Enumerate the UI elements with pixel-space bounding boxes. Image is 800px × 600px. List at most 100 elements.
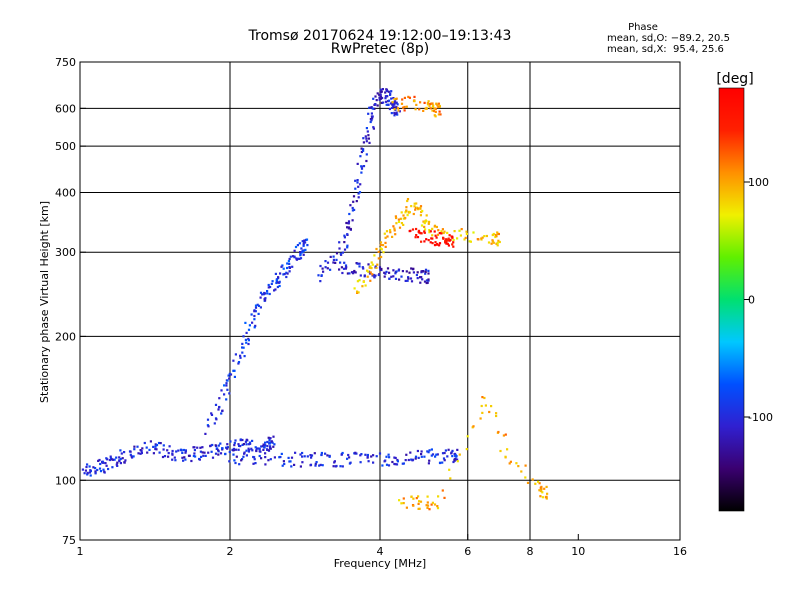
echo-point xyxy=(118,460,121,463)
echo-point xyxy=(425,214,428,217)
echo-point xyxy=(497,239,500,242)
echo-point xyxy=(483,396,486,400)
echo-point xyxy=(167,455,170,458)
y-tick-label: 200 xyxy=(55,330,76,343)
echo-point xyxy=(326,267,329,270)
echo-point xyxy=(436,507,440,510)
echo-point xyxy=(387,103,390,106)
echo-point xyxy=(98,467,102,470)
echo-point xyxy=(120,452,123,455)
echo-point xyxy=(385,463,389,466)
echo-point xyxy=(193,449,196,452)
echo-point xyxy=(237,361,241,364)
echo-point xyxy=(405,206,408,209)
echo-point xyxy=(107,467,110,471)
echo-point xyxy=(262,448,265,451)
echo-point xyxy=(538,489,541,492)
echo-point xyxy=(354,271,357,274)
echo-point xyxy=(299,257,303,260)
echo-point xyxy=(347,222,350,225)
echo-point xyxy=(410,280,414,283)
echo-point xyxy=(383,271,386,274)
echo-point xyxy=(105,457,108,460)
echo-point xyxy=(88,465,91,468)
echo-point xyxy=(89,474,92,477)
echo-point xyxy=(298,257,301,260)
echo-point xyxy=(465,230,468,233)
echo-point xyxy=(296,244,299,247)
echo-point xyxy=(393,114,396,117)
echo-point xyxy=(438,461,442,464)
echo-point xyxy=(430,503,433,506)
echo-point xyxy=(495,242,498,245)
echo-point xyxy=(402,223,405,226)
echo-point xyxy=(116,461,119,464)
echo-point xyxy=(352,200,355,203)
echo-point xyxy=(202,454,205,457)
echo-point xyxy=(398,499,401,502)
echo-point xyxy=(226,388,229,391)
echo-point xyxy=(365,153,368,156)
echo-point xyxy=(420,450,423,453)
echo-point xyxy=(362,149,365,152)
echo-point xyxy=(379,97,382,100)
echo-point xyxy=(436,104,439,107)
echo-point xyxy=(427,272,430,275)
echo-point xyxy=(281,464,284,467)
echo-point xyxy=(433,225,436,228)
echo-point xyxy=(378,452,382,455)
echo-point xyxy=(372,461,375,464)
echo-point xyxy=(84,469,87,472)
echo-point xyxy=(94,467,97,470)
echo-point xyxy=(377,250,380,253)
echo-point xyxy=(245,438,248,441)
echo-point xyxy=(324,266,327,269)
echo-point xyxy=(232,449,235,452)
echo-point xyxy=(279,272,282,275)
echo-point xyxy=(434,455,437,458)
echo-point xyxy=(221,409,224,412)
echo-point xyxy=(495,412,498,415)
echo-point xyxy=(171,449,174,453)
echo-point xyxy=(354,179,357,182)
echo-point xyxy=(94,472,97,475)
echo-point xyxy=(379,243,382,247)
echo-point xyxy=(241,443,244,446)
echo-point xyxy=(404,279,407,282)
echo-point xyxy=(341,451,344,455)
echo-point xyxy=(414,108,417,111)
x-tick-label: 8 xyxy=(527,545,534,558)
echo-point xyxy=(387,90,390,93)
echo-point xyxy=(253,458,256,461)
echo-point xyxy=(254,306,258,309)
echo-point xyxy=(321,464,324,467)
echo-point xyxy=(454,454,457,457)
echo-point xyxy=(395,222,398,225)
echo-point xyxy=(303,455,306,458)
echo-point xyxy=(384,459,387,462)
echo-point xyxy=(419,214,422,217)
echo-point xyxy=(403,109,406,112)
echo-point xyxy=(232,359,235,362)
echo-point xyxy=(480,404,483,408)
echo-point xyxy=(140,451,143,455)
echo-point xyxy=(233,369,236,372)
echo-point xyxy=(392,104,395,107)
x-tick-label: 4 xyxy=(377,545,384,558)
echo-point xyxy=(408,271,411,274)
echo-point xyxy=(247,443,250,446)
echo-point xyxy=(396,103,399,106)
echo-point xyxy=(517,465,520,468)
echo-point xyxy=(419,101,422,104)
echo-point xyxy=(381,88,384,91)
echo-point xyxy=(372,454,375,457)
echo-point xyxy=(380,101,383,104)
echo-point xyxy=(398,110,401,113)
echo-point xyxy=(426,501,429,504)
echo-point xyxy=(139,452,142,455)
echo-point xyxy=(219,452,223,455)
echo-point xyxy=(299,453,302,456)
echo-point xyxy=(154,445,157,448)
echo-point xyxy=(369,265,372,268)
echo-point xyxy=(397,109,400,112)
